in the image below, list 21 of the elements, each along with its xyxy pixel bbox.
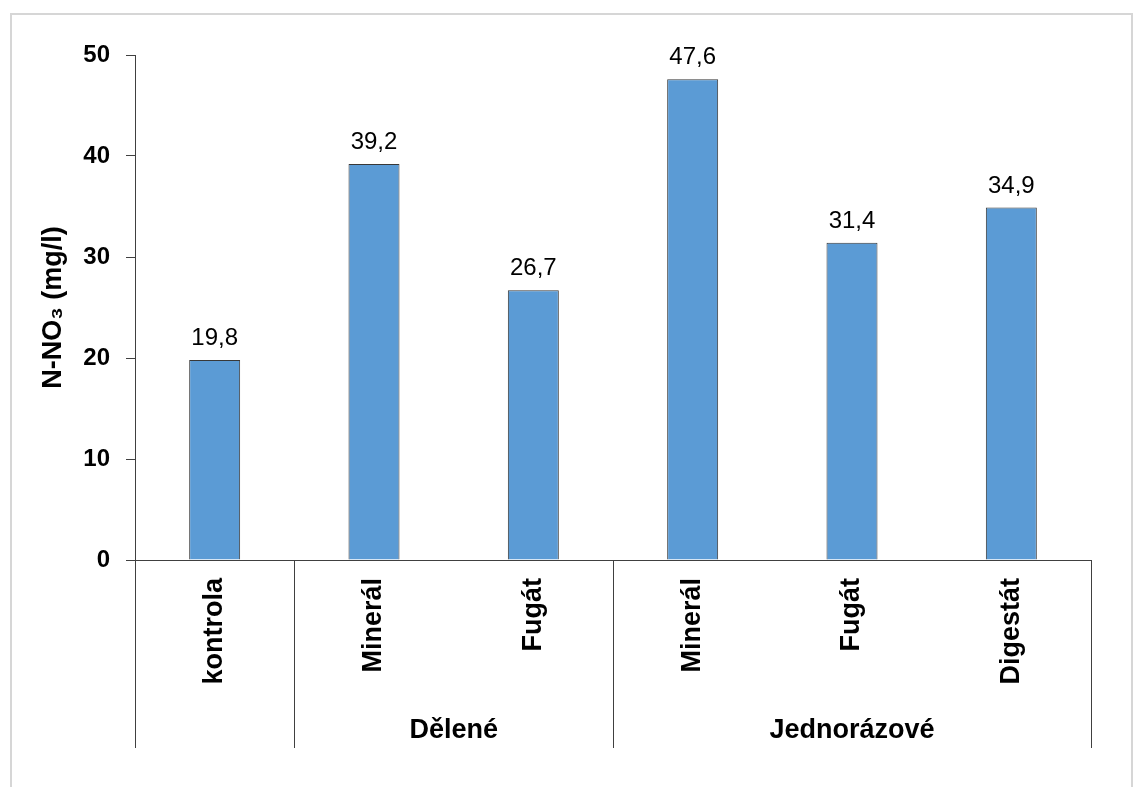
data-label: 31,4	[828, 205, 876, 233]
y-tick-label: 0	[96, 544, 110, 572]
data-label: 47,6	[669, 42, 717, 70]
x-tick-label: Minerál	[676, 578, 707, 673]
y-axis-title: N-NO₃ (mg/l)	[36, 226, 67, 389]
y-tick-label: 10	[83, 443, 110, 471]
y-tick-label: 40	[83, 140, 110, 168]
text: Jednorázové	[769, 714, 935, 745]
data-label: 39,2	[350, 127, 398, 155]
x-tick-label: Fugát	[516, 578, 547, 652]
y-tick-label: 20	[83, 342, 110, 370]
x-tick-label: Fugát	[835, 578, 866, 652]
y-tick-label: 50	[83, 39, 110, 67]
text: Dělené	[409, 714, 498, 745]
data-label: 19,8	[191, 323, 239, 351]
data-label: 34,9	[987, 170, 1035, 198]
y-tick-label: 30	[83, 241, 110, 269]
data-label: 26,7	[509, 253, 557, 281]
x-tick-label: kontrola	[198, 577, 229, 685]
x-tick-label: Minerál	[357, 578, 388, 673]
x-tick-label: Digestát	[994, 578, 1025, 685]
